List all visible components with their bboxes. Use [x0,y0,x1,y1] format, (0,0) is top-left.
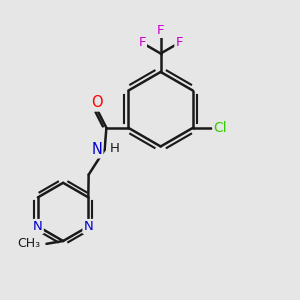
Text: F: F [157,24,164,37]
Text: N: N [83,220,93,233]
Text: F: F [138,36,146,50]
Text: O: O [91,95,102,110]
Text: H: H [110,142,119,154]
Text: F: F [175,36,183,50]
Text: Cl: Cl [213,121,227,135]
Text: N: N [92,142,102,157]
Text: CH₃: CH₃ [18,237,41,250]
Text: N: N [33,220,43,233]
